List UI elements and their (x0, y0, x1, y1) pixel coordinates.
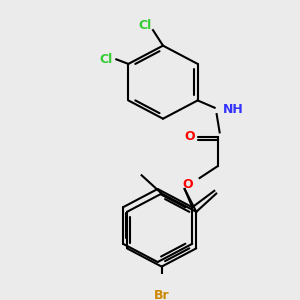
Text: Cl: Cl (138, 19, 152, 32)
Text: NH: NH (223, 103, 243, 116)
Text: Cl: Cl (100, 53, 113, 66)
Text: O: O (184, 130, 195, 143)
Text: Br: Br (154, 290, 170, 300)
Text: O: O (182, 178, 193, 191)
